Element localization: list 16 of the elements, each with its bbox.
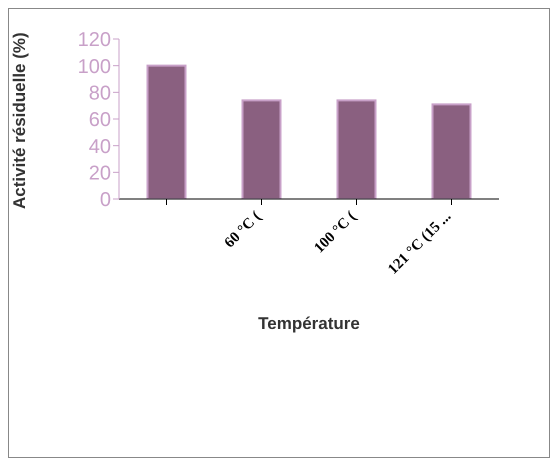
bar [432, 103, 472, 199]
y-axis-title: Activité résiduelle (%) [10, 32, 30, 209]
x-tick-label: 121 °C (15 ... [385, 208, 455, 278]
x-tick-label: 100 °C ( [311, 208, 360, 256]
y-tick-label: 100 [78, 56, 111, 78]
y-tick-label: 40 [88, 136, 111, 158]
y-tick-label: 120 [78, 29, 111, 52]
bar [146, 64, 186, 199]
x-axis-title: Température [258, 314, 360, 333]
x-tick-label: 60 °C ( [222, 208, 264, 252]
y-tick-label: 20 [88, 162, 111, 184]
y-tick-label: 0 [100, 189, 111, 212]
bar [336, 99, 376, 199]
y-tick-label: 60 [88, 109, 111, 132]
y-tick-label: 80 [88, 82, 111, 104]
bar [242, 99, 282, 199]
